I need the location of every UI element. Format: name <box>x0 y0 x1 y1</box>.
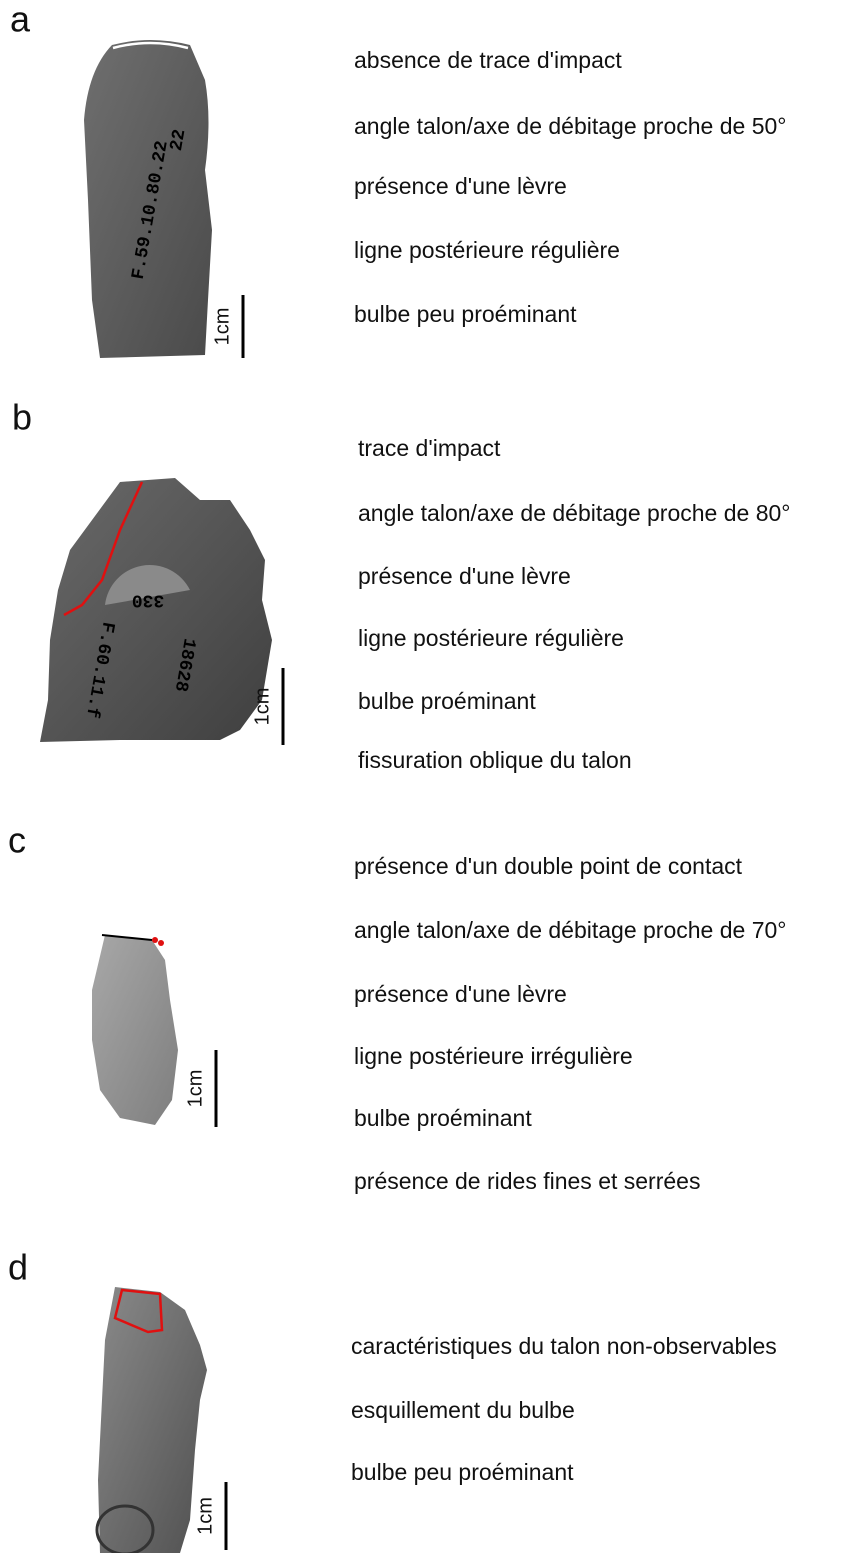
inscription: 22 <box>167 128 190 153</box>
contact-line <box>101 934 153 941</box>
scale-label: 1cm <box>184 1070 206 1108</box>
feature-text: ligne postérieure irrégulière <box>354 1043 633 1069</box>
platform-outline <box>113 1288 164 1334</box>
feature-text: angle talon/axe de débitage proche de 80… <box>358 500 791 526</box>
panel-label: c <box>8 820 26 861</box>
feature-text: ligne postérieure régulière <box>354 237 620 263</box>
inscription: 330 <box>132 589 164 609</box>
feature-text: trace d'impact <box>358 435 501 461</box>
label-sticker <box>105 565 190 605</box>
contact-point <box>152 937 158 943</box>
feature-text: présence d'une lèvre <box>354 981 567 1007</box>
feature-text: caractéristiques du talon non-observable… <box>351 1333 777 1359</box>
contact-point <box>158 940 164 946</box>
specimen-a <box>84 40 212 358</box>
feature-text: bulbe peu proéminant <box>351 1459 574 1485</box>
striking-platform-outline <box>112 41 189 50</box>
specimen-b <box>40 478 272 742</box>
panel-label: b <box>12 397 32 438</box>
feature-text: esquillement du bulbe <box>351 1397 575 1423</box>
feature-text: angle talon/axe de débitage proche de 70… <box>354 917 787 943</box>
feature-text: présence de rides fines et serrées <box>354 1168 700 1194</box>
feature-text: ligne postérieure régulière <box>358 625 624 651</box>
feature-text: bulbe proéminant <box>354 1105 532 1131</box>
feature-text: angle talon/axe de débitage proche de 50… <box>354 113 787 139</box>
feature-text: présence d'une lèvre <box>358 563 571 589</box>
scale-label: 1cm <box>211 308 233 346</box>
feature-text: présence d'un double point de contact <box>354 853 743 879</box>
feature-text: fissuration oblique du talon <box>358 747 632 773</box>
scale-label: 1cm <box>251 688 273 726</box>
specimen-c <box>92 935 178 1125</box>
scale-label: 1cm <box>194 1497 216 1535</box>
feature-text: absence de trace d'impact <box>354 47 622 73</box>
panel-label: d <box>8 1247 28 1288</box>
surface-feature <box>95 1504 155 1553</box>
feature-text: bulbe peu proéminant <box>354 301 577 327</box>
feature-text: bulbe proéminant <box>358 688 536 714</box>
impact-trace <box>63 481 144 617</box>
feature-text: présence d'une lèvre <box>354 173 567 199</box>
panel-label: a <box>10 0 31 40</box>
specimen-d <box>98 1287 207 1553</box>
